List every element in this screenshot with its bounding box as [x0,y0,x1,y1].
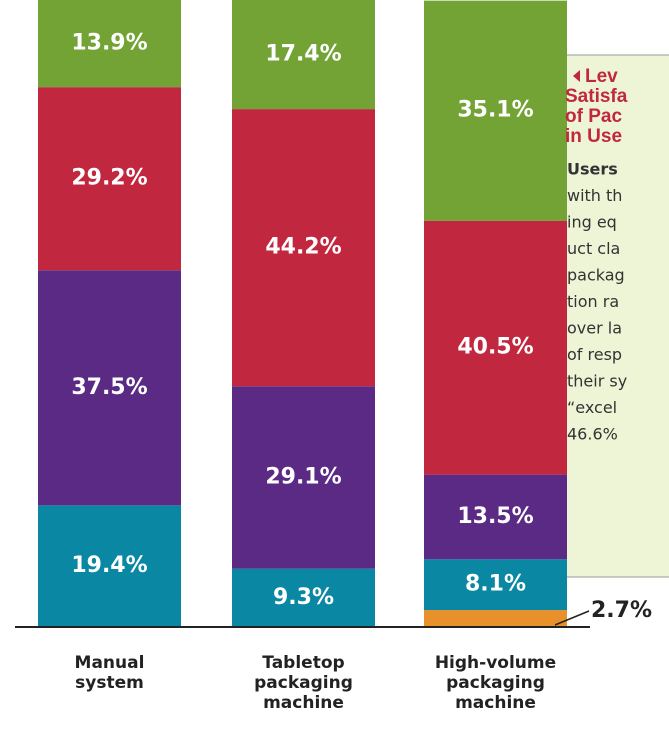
category-label: packaging [446,673,545,693]
value-label: 17.4% [265,42,341,67]
sidebar-text: ing eq [567,213,617,232]
bar-segment [424,0,567,221]
sidebar-title: in Use [565,126,622,147]
sidebar-text: packag [567,266,625,285]
sidebar-text: with th [567,186,622,205]
bar-segment [424,610,567,627]
sidebar-text: Users [567,160,618,179]
value-label: 13.5% [457,504,533,529]
bar-segment [38,270,181,506]
value-label: 19.4% [71,553,147,578]
sidebar-text: of resp [567,345,622,364]
bar-segment [232,109,375,387]
value-label: 44.2% [265,235,341,260]
sidebar-text: uct cla [567,239,620,258]
leader-line [554,610,590,626]
category-label: Manual [75,653,145,673]
bar-segment [38,505,181,627]
category-label: Tabletop [262,653,344,673]
sidebar-box [562,54,669,578]
sidebar-text: “excel [567,398,617,417]
value-label: 37.5% [71,375,147,400]
value-label: 2.7% [591,598,652,623]
bar-segment [38,87,181,271]
bar-segment [424,559,567,611]
category-label: packaging [254,673,353,693]
sidebar-text: tion ra [567,292,619,311]
value-label: 35.1% [457,98,533,123]
bar-segment [232,568,375,627]
sidebar-title: Satisfa [565,86,628,107]
category-label: system [75,673,144,693]
bar-segment [232,386,375,569]
value-label: 29.1% [265,464,341,489]
sidebar-text: over la [567,319,622,338]
sidebar-title: Lev [585,66,618,87]
bar-segment [232,0,375,110]
sidebar-text: 46.6% [567,425,618,444]
bar-segment [38,0,181,88]
value-label: 40.5% [457,335,533,360]
category-label: machine [263,693,344,713]
sidebar-arrow [573,70,580,82]
category-label: machine [455,693,536,713]
value-label: 13.9% [71,31,147,56]
sidebar-text: their sy [567,372,627,391]
value-label: 29.2% [71,166,147,191]
value-label: 8.1% [465,572,526,597]
category-label: High-volume [435,653,556,673]
value-label: 9.3% [273,585,334,610]
bar-segment [424,474,567,560]
bar-segment [424,220,567,475]
sidebar-title: of Pac [565,106,622,127]
